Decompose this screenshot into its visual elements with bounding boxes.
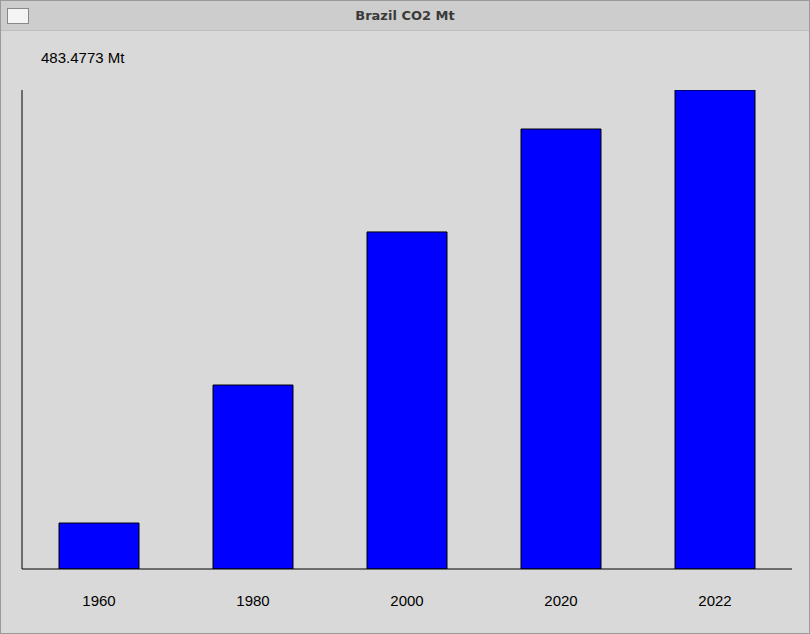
svg-text:1980: 1980 <box>236 592 269 609</box>
html-text:483.4773 Mt: 483.4773 Mt <box>41 49 125 66</box>
svg-text:1960: 1960 <box>82 592 115 609</box>
svg-text:2020: 2020 <box>544 592 577 609</box>
svg-text:2000: 2000 <box>390 592 423 609</box>
html-text:Brazil CO2 Mt: Brazil CO2 Mt <box>355 8 455 23</box>
svg-text:2022: 2022 <box>698 592 731 609</box>
